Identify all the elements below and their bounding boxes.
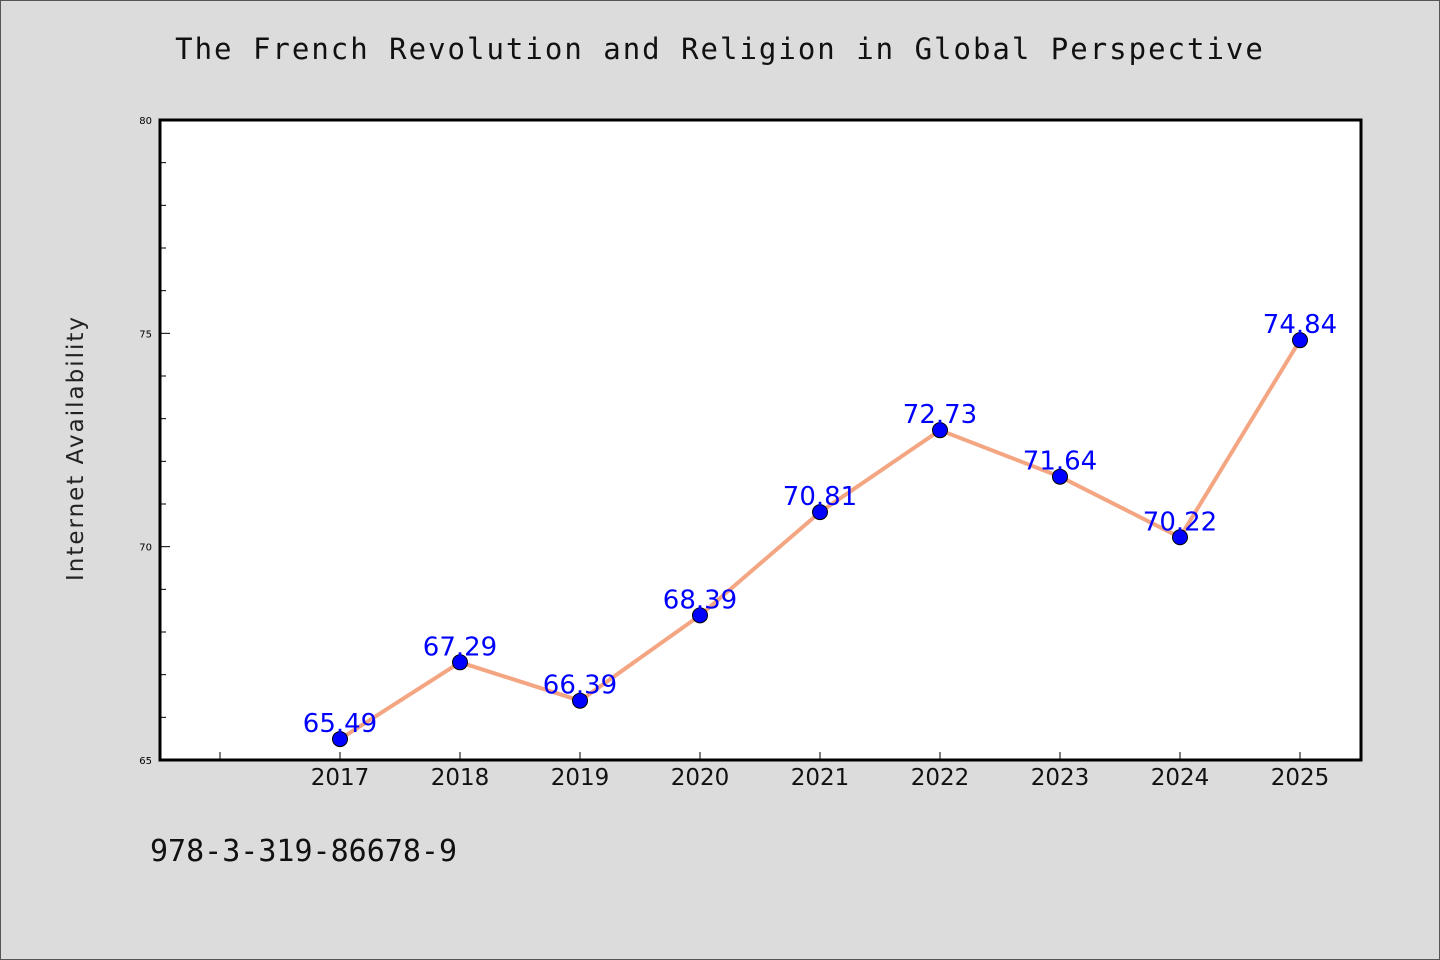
data-point xyxy=(332,731,348,748)
data-label: 71.64 xyxy=(1023,447,1097,477)
data-point xyxy=(1052,468,1068,485)
data-label: 70.22 xyxy=(1143,507,1217,537)
data-point xyxy=(932,422,948,439)
y-tick-label: 70 xyxy=(139,543,152,554)
x-tick-label: 2019 xyxy=(551,765,610,791)
x-tick-label: 2023 xyxy=(1031,765,1090,791)
x-tick-label: 2024 xyxy=(1151,765,1210,791)
data-point xyxy=(572,692,588,709)
data-point xyxy=(692,607,708,624)
plot-area xyxy=(160,120,1361,760)
x-tick-label: 2022 xyxy=(911,765,970,791)
data-markers xyxy=(332,332,1308,748)
data-labels: 65.49 67.29 66.39 68.39 70.81 72.73 71.64 70.22… xyxy=(303,310,1337,739)
x-tick-label: 2018 xyxy=(431,765,490,791)
x-tick-label: 2025 xyxy=(1271,765,1330,791)
data-label: 72.73 xyxy=(903,400,977,430)
data-label: 74.84 xyxy=(1263,310,1337,340)
data-point xyxy=(1172,529,1188,546)
data-point xyxy=(812,504,828,521)
plot-frame xyxy=(158,118,1363,762)
y-tick-label: 80 xyxy=(139,116,152,127)
data-point xyxy=(1292,332,1308,349)
isbn-text: 978-3-319-86678-9 xyxy=(150,834,458,869)
y-tick-label: 75 xyxy=(139,329,152,340)
data-label: 68.39 xyxy=(663,585,737,615)
data-label: 66.39 xyxy=(543,671,617,701)
y-tick-label: 65 xyxy=(139,756,152,767)
x-tick-label: 2020 xyxy=(671,765,730,791)
x-axis: 2017 2018 2019 2020 2021 2022 2023 2024 2025 xyxy=(219,752,1330,791)
data-label: 67.29 xyxy=(423,632,497,662)
x-tick-label: 2017 xyxy=(311,765,370,791)
chart-title: The French Revolution and Religion in Gl… xyxy=(175,32,1265,66)
x-tick-label: 2021 xyxy=(791,765,850,791)
data-label: 70.81 xyxy=(783,482,857,512)
data-point xyxy=(452,654,468,671)
data-label: 65.49 xyxy=(303,709,377,739)
